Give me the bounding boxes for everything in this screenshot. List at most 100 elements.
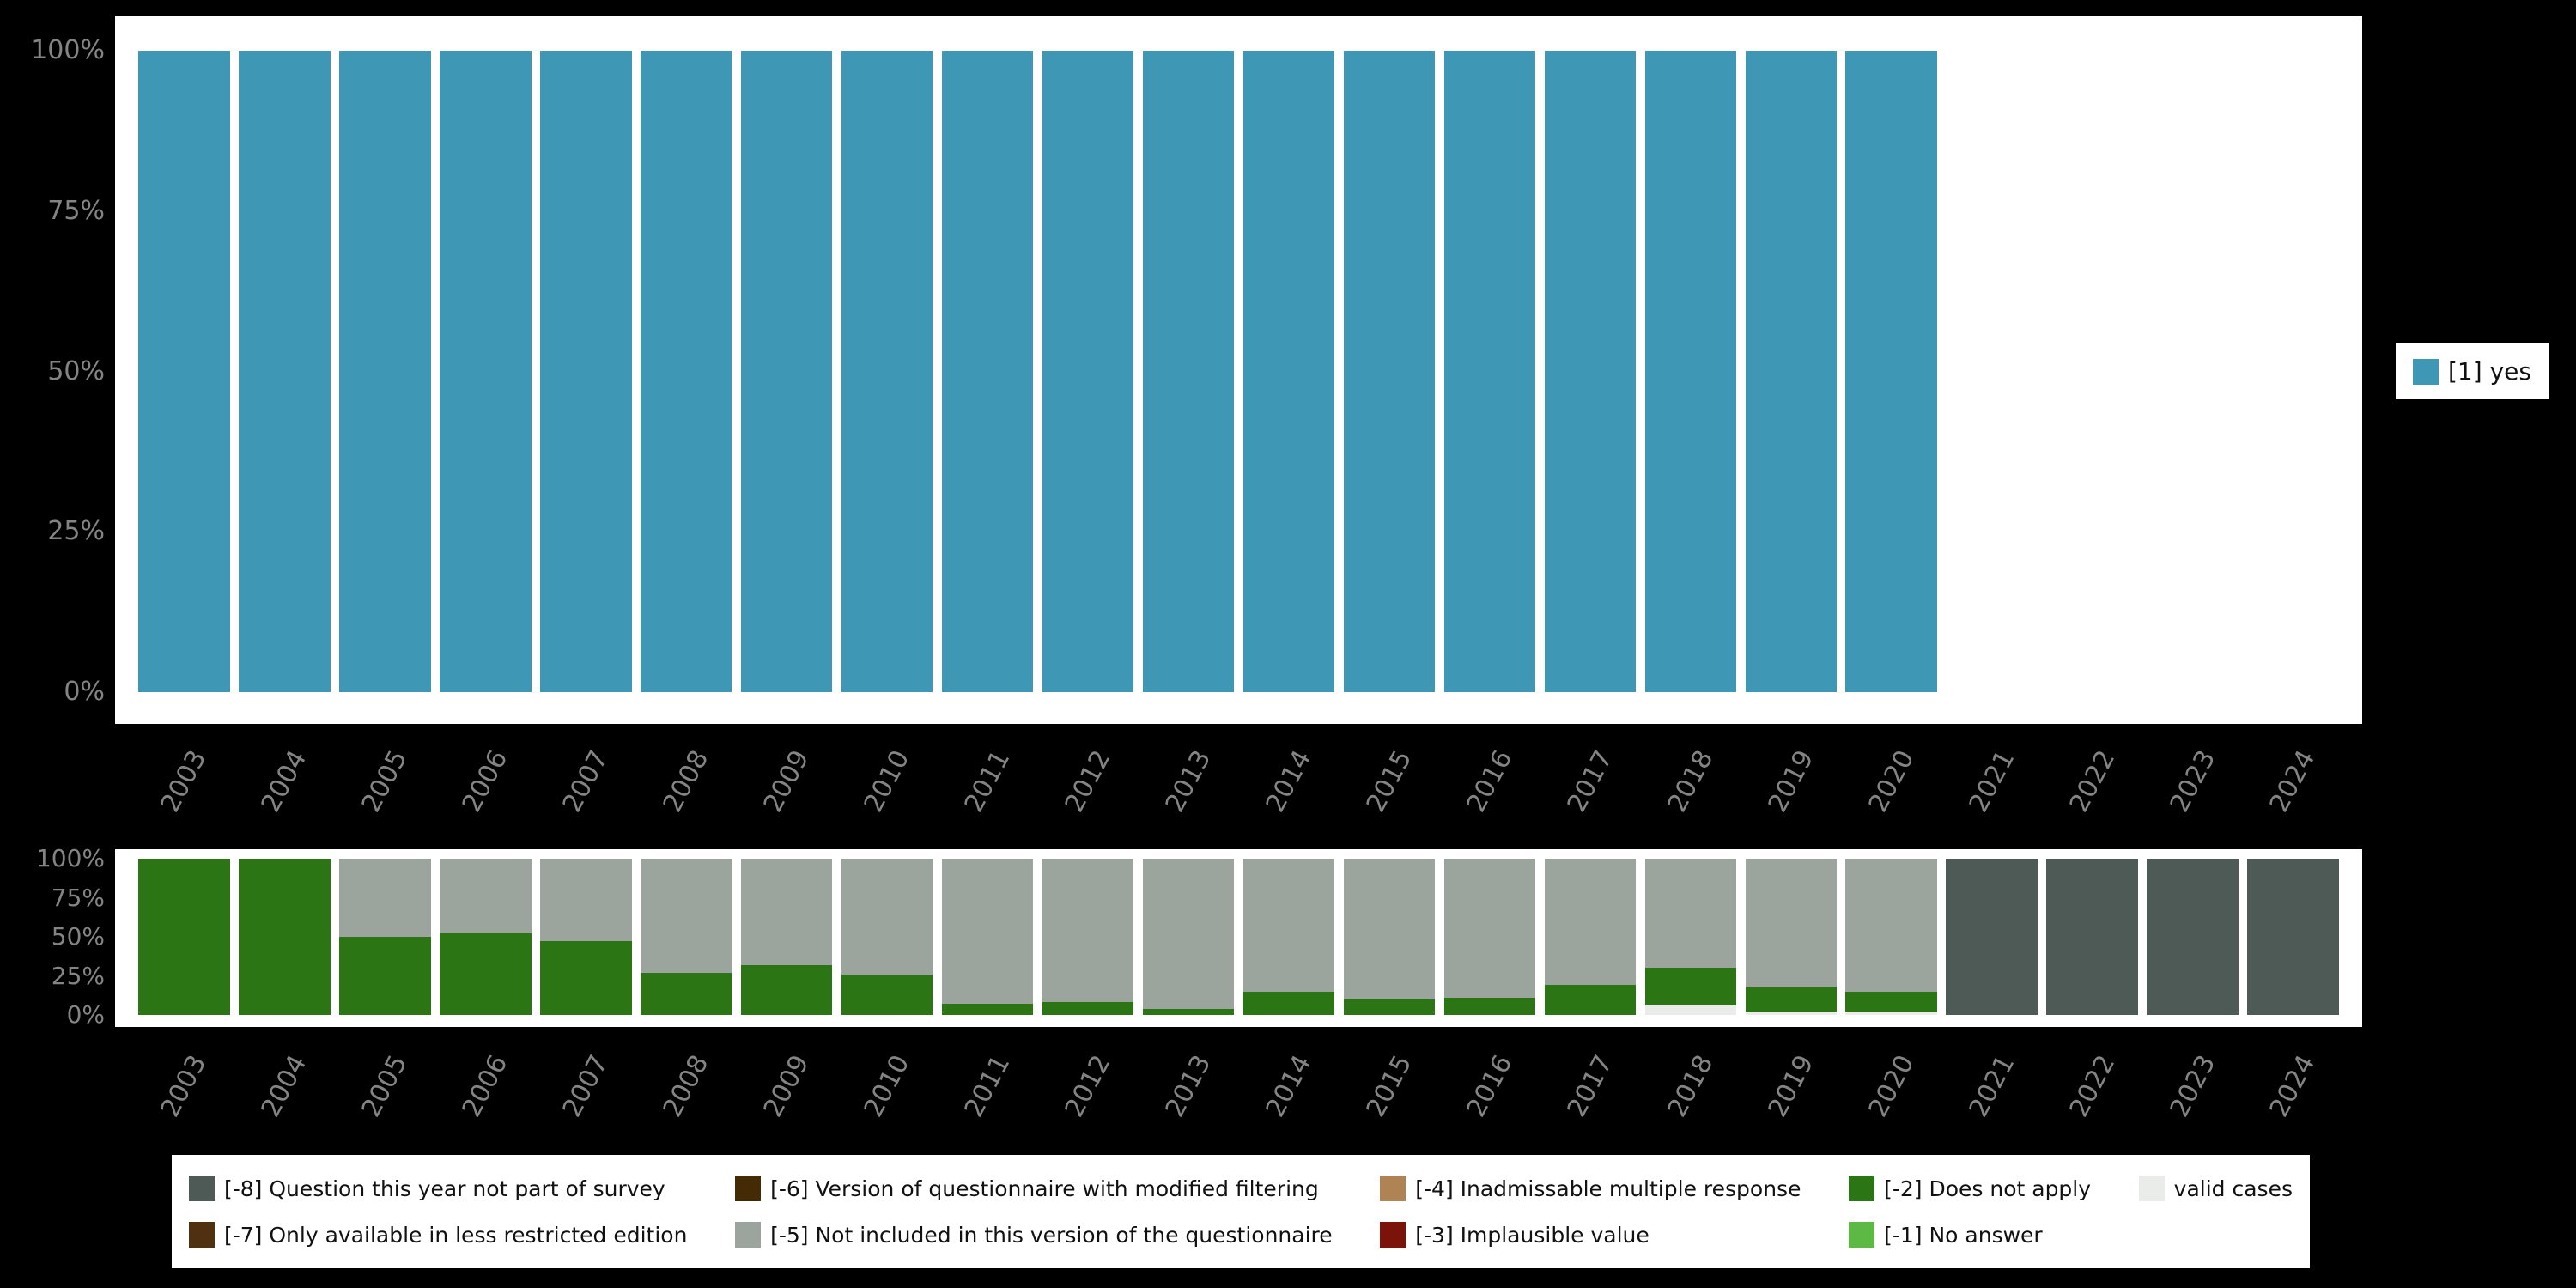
x-tick-slot: 2003 [134,729,234,834]
x-axis-label: 2010 [858,745,916,817]
x-axis-label: 2008 [657,745,715,817]
legend-label: valid cases [2173,1176,2293,1201]
legend-item: [-7] Only available in less restricted e… [189,1222,687,1248]
bar-stack [1946,859,2038,1015]
legend-label: [-1] No answer [1884,1222,2043,1248]
bar-segment [1242,991,1335,1015]
bar-segment [1343,859,1436,999]
bar-slot-2008 [636,51,737,692]
legend-item: [-6] Version of questionnaire with modif… [735,1176,1333,1201]
bar-stack [1443,51,1536,692]
bar-slot-2003 [134,51,234,692]
bar-slot-2014 [1238,859,1339,1015]
x-axis-label: 2007 [556,745,615,817]
bar-slot-2008 [636,859,737,1015]
bar-stack [339,51,431,692]
bar-slot-2023 [2142,51,2243,692]
bar-stack [641,859,732,1015]
bar-segment [138,51,230,692]
x-axis-label: 2022 [2063,745,2121,817]
bar-segment [941,51,1034,692]
x-tick-slot: 2015 [1339,729,1439,834]
x-tick-slot: 2011 [938,729,1038,834]
x-axis-label: 2018 [1662,1050,1720,1122]
bar-segment [1142,1008,1235,1015]
x-axis-label: 2008 [657,1050,715,1122]
bar-stack [540,859,632,1015]
x-tick-slot: 2010 [837,729,938,834]
bar-slot-2004 [234,859,335,1015]
bar-stack [2247,51,2338,692]
legend-swatch [189,1176,215,1201]
x-axis-label: 2017 [1561,1050,1619,1122]
bar-stack [641,51,732,692]
bar-slot-2007 [536,51,636,692]
bar-slot-2016 [1439,859,1540,1015]
x-axis-label: 2012 [1059,745,1117,817]
x-tick-slot: 2017 [1540,729,1640,834]
bar-slot-2021 [1941,51,2042,692]
x-tick-slot: 2008 [636,729,737,834]
x-axis-label: 2014 [1260,1050,1318,1122]
legend-swatch [189,1222,215,1248]
bar-slot-2022 [2042,859,2142,1015]
bar-stack [941,51,1034,692]
bar-segment [540,51,632,692]
x-tick-slot: 2011 [938,1034,1038,1139]
top-chart-y-axis: 100% 75% 50% 25% 0% [0,38,105,705]
top-chart-x-axis: 2003 2004 2005 2006 2007 2008 2009 2010 2011 2012… [134,729,2343,834]
legend-label: [-8] Question this year not part of surv… [224,1176,665,1201]
bar-segment [540,941,632,1015]
x-tick-slot: 2007 [536,1034,636,1139]
y-axis-label: 25% [51,961,105,990]
bar-slot-2004 [234,51,335,692]
bar-slot-2007 [536,859,636,1015]
legend-swatch [735,1176,762,1201]
x-axis-label: 2007 [556,1050,615,1122]
x-tick-slot: 2006 [435,1034,536,1139]
bar-slot-2011 [938,51,1038,692]
x-axis-label: 2012 [1059,1050,1117,1122]
bar-segment [1745,1012,1837,1015]
legend-swatch [1849,1176,1875,1201]
top-chart-plot-area [134,51,2343,692]
bar-slot-2009 [737,51,837,692]
bar-segment [1544,859,1637,986]
bar-slot-2010 [837,859,938,1015]
bar-stack [841,859,933,1015]
x-axis-label: 2013 [1159,1050,1218,1122]
bar-segment [641,859,732,973]
bar-stack [1242,51,1335,692]
x-tick-slot: 2018 [1640,729,1741,834]
bar-stack [1443,859,1536,1015]
bar-segment [1443,997,1536,1015]
x-tick-slot: 2006 [435,729,536,834]
legend-swatch [2413,358,2439,385]
x-axis-label: 2021 [1963,745,2021,817]
x-axis-label: 2004 [256,745,313,817]
x-axis-label: 2011 [958,745,1017,817]
legend-swatch [1380,1176,1406,1201]
bar-slot-2006 [435,51,536,692]
legend-item: [-8] Question this year not part of surv… [189,1176,687,1201]
bar-stack [1845,859,1937,1015]
y-axis-label: 75% [51,883,105,912]
bar-segment [1142,51,1235,692]
x-tick-slot: 2020 [1841,729,1941,834]
x-axis-label: 2021 [1963,1050,2021,1122]
bar-slot-2017 [1540,51,1640,692]
x-axis-label: 2003 [155,1050,213,1122]
x-tick-slot: 2013 [1139,729,1239,834]
x-tick-slot: 2021 [1941,729,2042,834]
legend-label: [-5] Not included in this version of the… [770,1222,1333,1248]
bar-stack [1946,51,2037,692]
bottom-chart-plot-area [134,859,2343,1015]
bar-segment [740,859,833,965]
bar-stack [1343,51,1436,692]
bar-stack [1745,51,1837,692]
bar-slot-2003 [134,859,234,1015]
legend-label: [-6] Version of questionnaire with modif… [770,1176,1319,1201]
bar-stack [1042,859,1134,1015]
bar-segment [1644,1005,1736,1015]
bar-stack [1644,51,1736,692]
